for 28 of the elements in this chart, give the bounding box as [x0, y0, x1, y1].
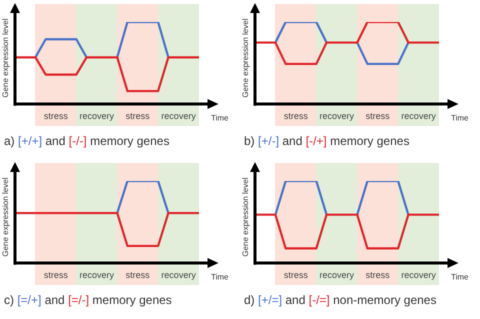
- text: a) [+/+] and [-/-] memory genes: [4, 134, 170, 148]
- text: b) [+/-] and [-/+] memory genes: [244, 134, 410, 148]
- x-tick-label: recovery: [161, 270, 196, 280]
- x-tick-label: recovery: [320, 111, 355, 122]
- x-axis-title: Time: [451, 272, 470, 282]
- x-tick-label: recovery: [320, 270, 355, 280]
- x-tick-label: stress: [284, 270, 308, 280]
- x-axis-title: Time: [451, 113, 470, 122]
- y-axis-title: Gene expression level: [1, 177, 10, 257]
- x-tick-label: stress: [284, 111, 308, 122]
- x-tick-label: recovery: [401, 270, 436, 280]
- x-tick-label: stress: [126, 270, 150, 280]
- x-tick-label: recovery: [80, 111, 115, 122]
- y-axis-title: Gene expression level: [241, 177, 250, 257]
- x-tick-label: recovery: [161, 111, 196, 122]
- text: d) [+/=] and [-/=] non-memory genes: [244, 293, 436, 307]
- x-tick-label: stress: [44, 270, 68, 280]
- y-axis-title: Gene expression level: [241, 18, 250, 98]
- x-axis-title: Time: [211, 113, 230, 122]
- x-tick-label: recovery: [80, 270, 115, 280]
- x-tick-label: stress: [126, 111, 150, 122]
- y-axis-title: Gene expression level: [1, 18, 10, 98]
- x-tick-label: stress: [366, 111, 390, 122]
- x-tick-label: stress: [44, 111, 68, 122]
- x-tick-label: recovery: [401, 111, 436, 122]
- text: c) [=/+] and [=/-] memory genes: [4, 293, 172, 307]
- x-axis-title: Time: [211, 272, 230, 282]
- x-tick-label: stress: [366, 270, 390, 280]
